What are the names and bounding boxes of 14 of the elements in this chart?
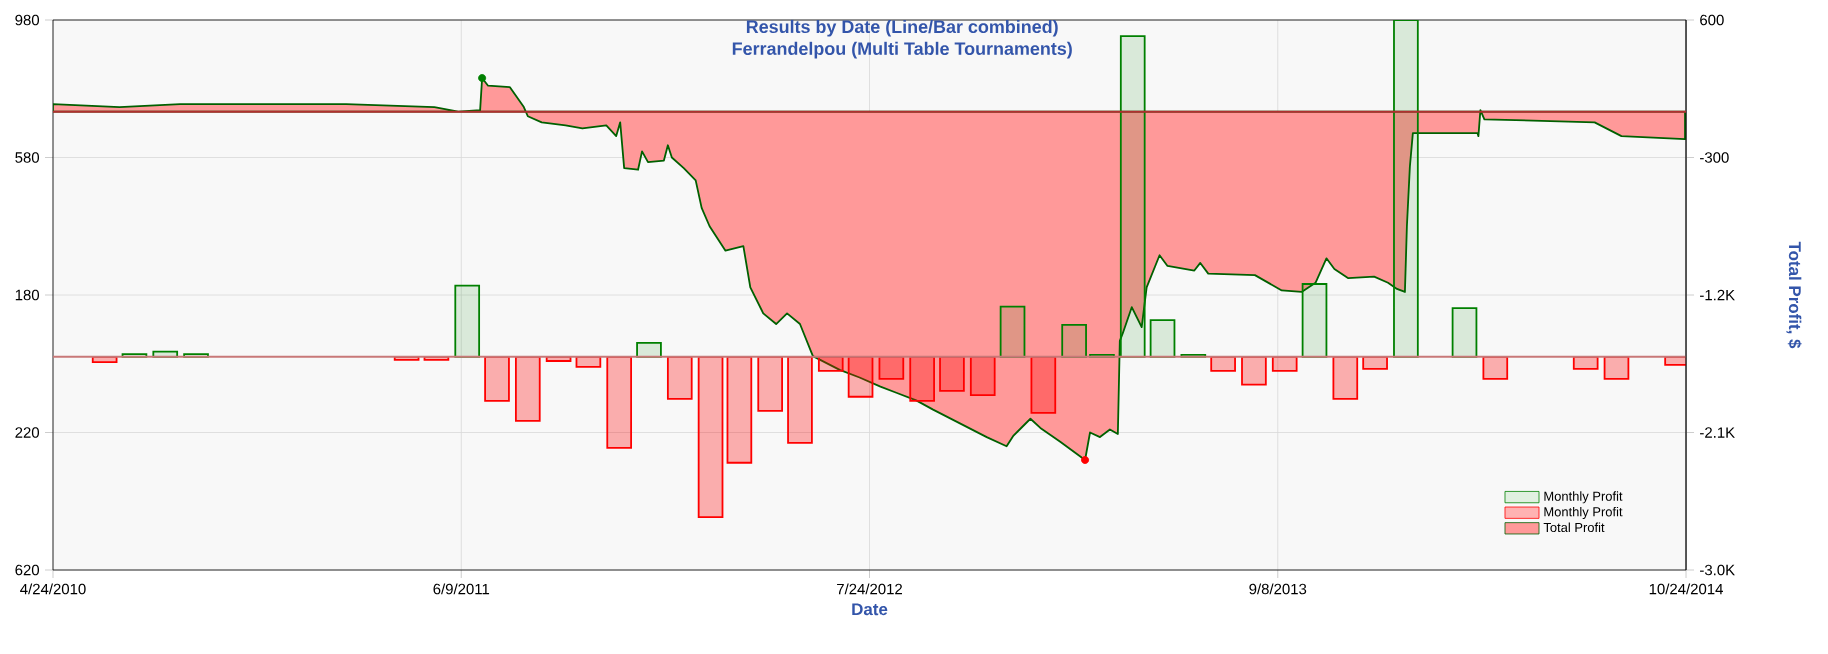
bar: [1451, 307, 1478, 358]
x-axis-title: Date: [852, 603, 888, 616]
bar: [697, 355, 724, 518]
bar: [1119, 35, 1146, 358]
chart-title: Results by Date (Line/Bar combined): [746, 19, 1058, 37]
y2-axis-title: Total Profit, $: [1786, 241, 1802, 349]
text: Ferrandelpou (Multi Table Tournaments): [732, 41, 1072, 59]
bar: [454, 284, 481, 358]
bar: [606, 355, 633, 449]
bar: [1393, 20, 1419, 358]
bar: [787, 355, 813, 444]
bar: [726, 355, 753, 464]
bar: [1301, 283, 1328, 358]
bar: [514, 355, 541, 422]
